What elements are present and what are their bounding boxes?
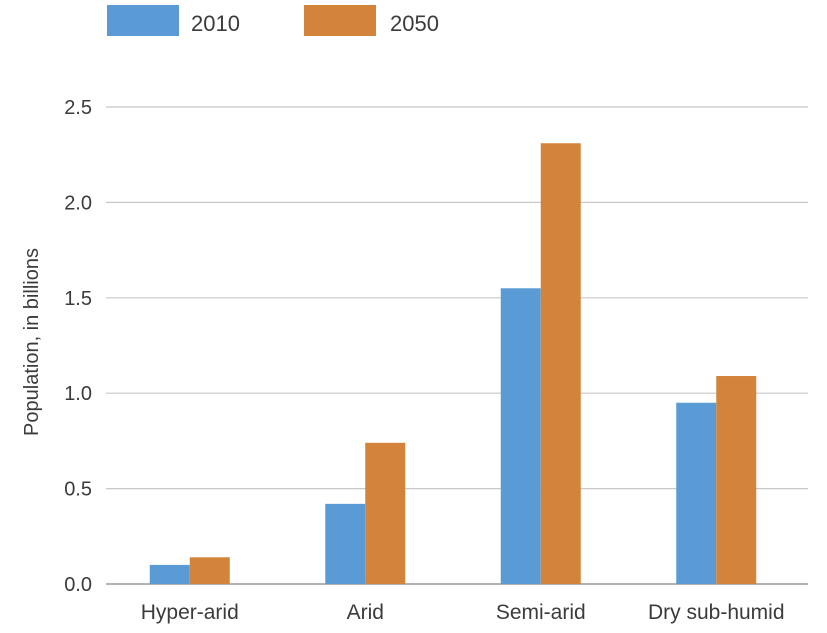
y-axis-title: Population, in billions (21, 248, 43, 436)
bar-2050-arid (365, 442, 406, 584)
bar-2010-arid (325, 503, 366, 584)
y-tick-label: 2.0 (64, 192, 92, 214)
legend-label-2050: 2050 (390, 11, 439, 36)
bar-2050-dry-sub-humid (716, 376, 757, 584)
y-tick-label: 0.0 (64, 574, 92, 596)
y-tick-label: 1.5 (64, 288, 92, 310)
bar-2010-hyper-arid (149, 564, 190, 584)
x-tick-label: Dry sub-humid (648, 601, 785, 624)
bars (149, 143, 757, 584)
x-tick-label: Hyper-arid (141, 601, 239, 624)
bar-2010-semi-arid (500, 288, 541, 584)
legend-label-2010: 2010 (191, 11, 240, 36)
x-axis-ticks: Hyper-arid Arid Semi-arid Dry sub-humid (141, 601, 785, 624)
x-tick-label: Semi-arid (496, 601, 586, 624)
bar-2010-dry-sub-humid (676, 402, 717, 584)
x-tick-label: Arid (347, 601, 384, 624)
legend: 2010 2050 (107, 5, 439, 36)
y-tick-label: 1.0 (64, 383, 92, 405)
y-axis-ticks: 0.0 0.5 1.0 1.5 2.0 2.5 (64, 97, 92, 596)
bar-2050-semi-arid (540, 143, 581, 584)
legend-swatch-2050 (304, 5, 376, 36)
bar-2050-hyper-arid (189, 557, 230, 584)
y-tick-label: 2.5 (64, 97, 92, 119)
y-tick-label: 0.5 (64, 479, 92, 501)
legend-swatch-2010 (107, 5, 179, 36)
